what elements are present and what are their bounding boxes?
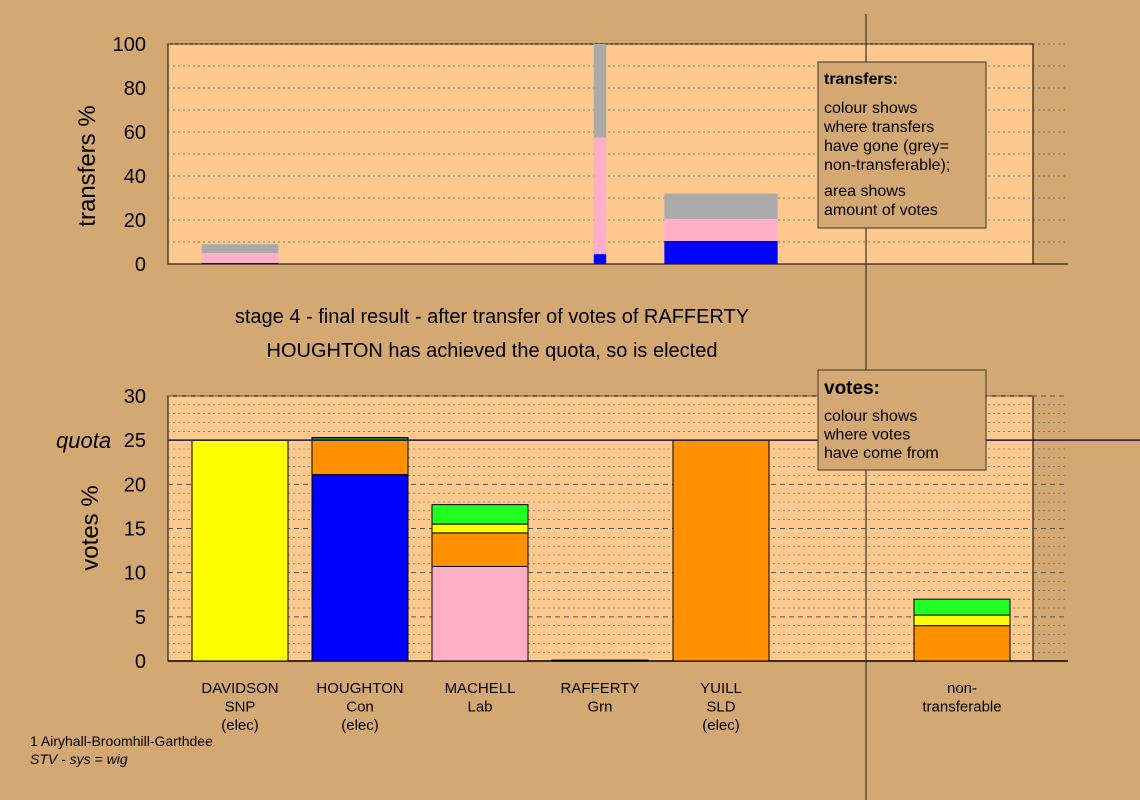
votes-legend-box bbox=[817, 369, 987, 471]
votes-bar-segment bbox=[431, 532, 529, 567]
transfers-y-axis-label: transfers % bbox=[74, 105, 101, 226]
votes-y-axis-label: votes % bbox=[77, 485, 104, 570]
votes-legend-line: colour shows bbox=[824, 408, 917, 425]
transfers-tick-label: 0 bbox=[135, 254, 146, 276]
candidate-label-line: SNP bbox=[225, 699, 256, 716]
candidate-label-line: non- bbox=[947, 680, 977, 697]
transfers-legend-line: area shows bbox=[824, 183, 906, 200]
votes-bar-segment bbox=[191, 439, 289, 662]
quota-label: quota bbox=[56, 428, 111, 453]
votes-bar-segment bbox=[431, 504, 529, 525]
candidate-label-line: Grn bbox=[587, 699, 612, 716]
votes-bars bbox=[191, 437, 1011, 662]
votes-tick-label: 20 bbox=[124, 474, 146, 496]
votes-tick-label: 5 bbox=[135, 607, 146, 629]
transfers-tick-label: 20 bbox=[124, 210, 146, 232]
votes-legend-title: votes: bbox=[824, 378, 880, 399]
transfers-tick-label: 40 bbox=[124, 166, 146, 188]
transfers-legend-line: amount of votes bbox=[824, 202, 938, 219]
candidate-label-line: (elec) bbox=[221, 717, 259, 734]
candidate-label-line: HOUGHTON bbox=[316, 680, 403, 697]
transfers-legend-box bbox=[817, 61, 987, 229]
votes-tick-label: 30 bbox=[124, 386, 146, 408]
candidate-label-line: RAFFERTY bbox=[561, 680, 640, 697]
votes-bar-segment bbox=[913, 614, 1011, 627]
transfers-bar-segment bbox=[593, 44, 607, 138]
transfers-legend-line: have gone (grey= bbox=[824, 138, 949, 155]
candidate-label-line: SLD bbox=[706, 699, 735, 716]
transfers-bar-segment bbox=[201, 244, 279, 253]
transfers-legend-title: transfers: bbox=[824, 71, 898, 88]
stage-heading: stage 4 - final result - after transfer … bbox=[235, 306, 749, 328]
transfers-tick-label: 100 bbox=[113, 34, 146, 56]
transfers-legend-line: colour shows bbox=[824, 100, 917, 117]
transfers-tick-label: 60 bbox=[124, 122, 146, 144]
votes-y-ticks: 0 5 10 15 20 25 30 bbox=[124, 386, 146, 673]
candidate-label-line: YUILL bbox=[700, 680, 742, 697]
candidate-label-line: Lab bbox=[467, 699, 492, 716]
result-heading: HOUGHTON has achieved the quota, so is e… bbox=[267, 340, 718, 362]
votes-tick-label: 25 bbox=[124, 430, 146, 452]
votes-bar-segment bbox=[311, 439, 409, 476]
votes-tick-label: 0 bbox=[135, 651, 146, 673]
candidate-label-line: (elec) bbox=[702, 717, 740, 734]
votes-tick-label: 15 bbox=[124, 519, 146, 541]
transfers-bar-segment bbox=[664, 218, 778, 241]
votes-legend-line: where votes bbox=[823, 427, 910, 444]
transfers-tick-label: 80 bbox=[124, 78, 146, 100]
transfers-legend: transfers: colour shows where transfers hav… bbox=[817, 61, 987, 229]
votes-bar-segment bbox=[913, 625, 1011, 662]
votes-bar-segment bbox=[672, 439, 770, 662]
transfers-bar-segment bbox=[664, 240, 778, 264]
candidate-label-line: transferable bbox=[922, 699, 1001, 716]
transfers-bar-segment bbox=[201, 262, 279, 264]
votes-bar-segment bbox=[311, 474, 409, 662]
votes-bar-segment bbox=[431, 565, 529, 662]
ward-name: 1 Airyhall-Broomhill-Garthdee bbox=[30, 733, 213, 749]
system-note: STV - sys = wig bbox=[30, 751, 128, 767]
candidate-label-line: MACHELL bbox=[445, 680, 516, 697]
candidate-label-line: Con bbox=[346, 699, 374, 716]
votes-legend-line: have come from bbox=[824, 445, 939, 462]
transfers-legend-line: non-transferable); bbox=[824, 157, 950, 174]
transfers-legend-line: where transfers bbox=[823, 119, 934, 136]
transfers-bar-segment bbox=[201, 253, 279, 263]
votes-bar-segment bbox=[551, 659, 649, 662]
candidate-labels: DAVIDSONSNP(elec)HOUGHTONCon(elec)MACHEL… bbox=[201, 680, 1001, 734]
transfers-bar-segment bbox=[593, 137, 607, 255]
candidate-label-line: (elec) bbox=[341, 717, 379, 734]
votes-bar-segment bbox=[913, 598, 1011, 616]
votes-tick-label: 10 bbox=[124, 563, 146, 585]
transfers-bar-segment bbox=[664, 193, 778, 219]
votes-bar-segment bbox=[431, 523, 529, 534]
transfers-bars bbox=[201, 44, 778, 264]
transfers-y-ticks: 0 20 40 60 80 100 bbox=[113, 34, 146, 276]
candidate-label-line: DAVIDSON bbox=[201, 680, 278, 697]
transfers-bar-segment bbox=[593, 254, 607, 264]
